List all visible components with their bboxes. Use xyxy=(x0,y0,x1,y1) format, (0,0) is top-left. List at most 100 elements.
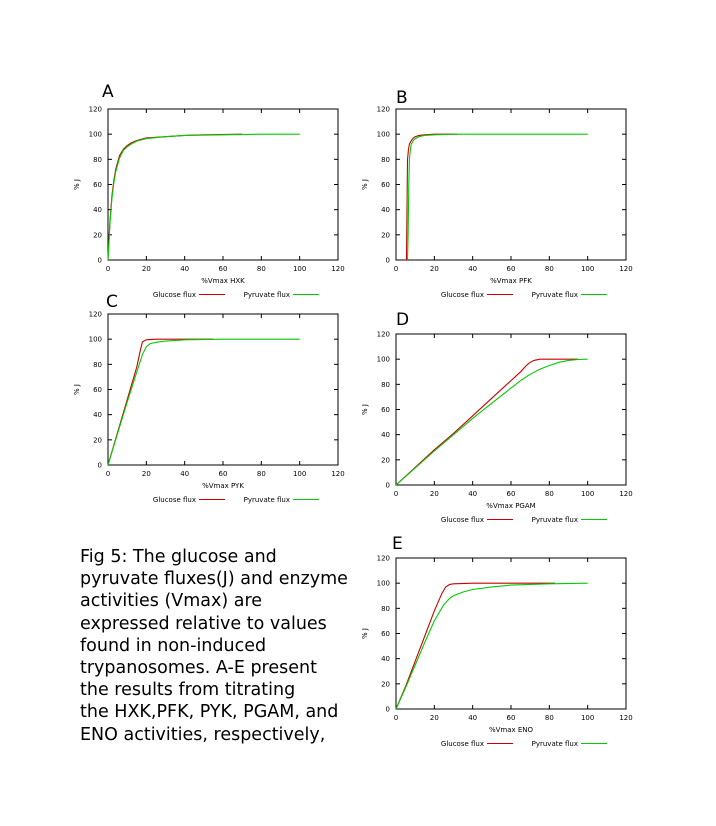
figure-caption: Fig 5: The glucose and pyruvate fluxes(J… xyxy=(80,546,380,746)
panel-B: B 0 20 40 60 80 100 120 0 20 40 60 80 100 120 %Vmax PFK… xyxy=(361,88,633,299)
panel-label: E xyxy=(392,534,403,554)
x-tick-label: 0 xyxy=(106,470,110,478)
y-tick-label: 80 xyxy=(381,605,390,613)
panel-label: C xyxy=(106,292,118,312)
x-tick-label: 100 xyxy=(293,265,306,273)
caption-line: trypanosomes. A-E present xyxy=(80,658,317,679)
y-tick-label: 20 xyxy=(381,680,390,688)
x-tick-label: 100 xyxy=(581,490,594,498)
panel-label: A xyxy=(102,82,114,102)
legend: Glucose flux Pyruvate flux xyxy=(153,496,319,504)
panel-label: B xyxy=(396,88,408,108)
x-tick-label: 80 xyxy=(545,490,554,498)
x-tick-label: 100 xyxy=(581,265,594,273)
panel-C: C 0 20 40 60 80 100 120 0 20 40 60 80 100 120 %Vmax PYK… xyxy=(73,292,345,504)
plot-frame xyxy=(107,108,339,261)
x-tick-label: 40 xyxy=(180,265,189,273)
x-tick-label: 0 xyxy=(394,265,398,273)
y-tick-label: 0 xyxy=(98,462,102,470)
glucose-flux-line xyxy=(405,133,458,261)
legend-label: Pyruvate flux xyxy=(244,496,290,504)
y-tick-label: 60 xyxy=(93,181,102,189)
x-tick-label: 120 xyxy=(331,470,344,478)
x-tick-label: 60 xyxy=(507,265,516,273)
y-tick-label: 100 xyxy=(377,356,390,364)
y-tick-label: 40 xyxy=(93,206,102,214)
x-tick-label: 0 xyxy=(394,490,398,498)
legend-label: Pyruvate flux xyxy=(532,291,578,299)
y-tick-label: 20 xyxy=(381,456,390,464)
y-tick-label: 40 xyxy=(381,431,390,439)
caption-line: expressed relative to values xyxy=(80,613,327,634)
x-tick-label: 60 xyxy=(219,265,228,273)
y-axis-label: % J xyxy=(73,179,81,190)
x-tick-label: 60 xyxy=(507,490,516,498)
y-tick-label: 80 xyxy=(93,361,102,369)
x-tick-label: 20 xyxy=(142,265,151,273)
y-tick-label: 0 xyxy=(98,257,102,265)
legend-label: Glucose flux xyxy=(441,740,484,748)
y-tick-label: 100 xyxy=(89,131,102,139)
y-axis-label: % J xyxy=(361,404,369,415)
caption-line: activities (Vmax) are xyxy=(80,591,263,612)
glucose-flux-line xyxy=(395,358,579,486)
caption-line: ENO activities, respectively, xyxy=(80,724,326,745)
caption-line: Fig 5: The glucose and xyxy=(80,547,277,567)
legend: Glucose flux Pyruvate flux xyxy=(153,291,319,299)
glucose-flux-line xyxy=(107,338,214,466)
pyruvate-flux-line xyxy=(107,338,300,466)
x-tick-label: 100 xyxy=(581,714,594,722)
y-tick-label: 40 xyxy=(93,411,102,419)
y-tick-label: 60 xyxy=(381,630,390,638)
y-tick-label: 120 xyxy=(89,106,102,114)
plot-frame xyxy=(107,313,339,466)
x-tick-label: 40 xyxy=(468,265,477,273)
glucose-flux-line xyxy=(395,582,556,710)
x-tick-label: 80 xyxy=(545,265,554,273)
y-tick-label: 0 xyxy=(386,706,390,714)
x-tick-label: 120 xyxy=(619,490,632,498)
x-tick-label: 120 xyxy=(619,265,632,273)
panel-E: E 0 20 40 60 80 100 120 0 20 40 60 80 100 120 %Vmax ENO… xyxy=(361,534,633,748)
x-tick-label: 0 xyxy=(394,714,398,722)
panel-D: D 0 20 40 60 80 100 120 0 20 40 60 80 100 120 %Vmax PGA… xyxy=(361,310,633,524)
y-tick-label: 20 xyxy=(93,436,102,444)
x-tick-label: 20 xyxy=(430,714,439,722)
x-axis-label: %Vmax ENO xyxy=(489,726,534,734)
y-tick-label: 40 xyxy=(381,206,390,214)
y-tick-label: 80 xyxy=(381,381,390,389)
legend: Glucose flux Pyruvate flux xyxy=(441,516,607,524)
caption-line: pyruvate fluxes(J) and enzyme xyxy=(80,569,348,590)
panel-label: D xyxy=(396,310,409,330)
y-axis-label: % J xyxy=(361,179,369,190)
y-tick-label: 120 xyxy=(377,106,390,114)
x-axis-label: %Vmax PYK xyxy=(202,482,244,490)
y-tick-label: 120 xyxy=(377,331,390,339)
legend-label: Glucose flux xyxy=(441,291,484,299)
x-tick-label: 20 xyxy=(430,265,439,273)
x-tick-label: 40 xyxy=(468,714,477,722)
legend: Glucose flux Pyruvate flux xyxy=(441,291,607,299)
pyruvate-flux-line xyxy=(395,358,588,486)
y-tick-label: 60 xyxy=(381,181,390,189)
pyruvate-flux-line xyxy=(406,133,588,261)
x-tick-label: 80 xyxy=(257,265,266,273)
y-tick-label: 60 xyxy=(93,386,102,394)
legend-label: Glucose flux xyxy=(153,291,196,299)
caption-line: the HXK,PFK, PYK, PGAM, and xyxy=(80,702,339,723)
plot-frame xyxy=(395,557,627,710)
x-tick-label: 80 xyxy=(257,470,266,478)
y-tick-label: 60 xyxy=(381,406,390,414)
y-tick-label: 0 xyxy=(386,257,390,265)
legend-label: Glucose flux xyxy=(441,516,484,524)
x-tick-label: 120 xyxy=(331,265,344,273)
y-tick-label: 100 xyxy=(89,336,102,344)
x-tick-label: 60 xyxy=(219,470,228,478)
y-tick-label: 80 xyxy=(93,156,102,164)
y-tick-label: 40 xyxy=(381,655,390,663)
x-axis-label: %Vmax PGAM xyxy=(486,502,535,510)
y-tick-label: 20 xyxy=(381,231,390,239)
y-axis-label: % J xyxy=(361,628,369,639)
caption-line: found in non-induced xyxy=(80,635,267,656)
